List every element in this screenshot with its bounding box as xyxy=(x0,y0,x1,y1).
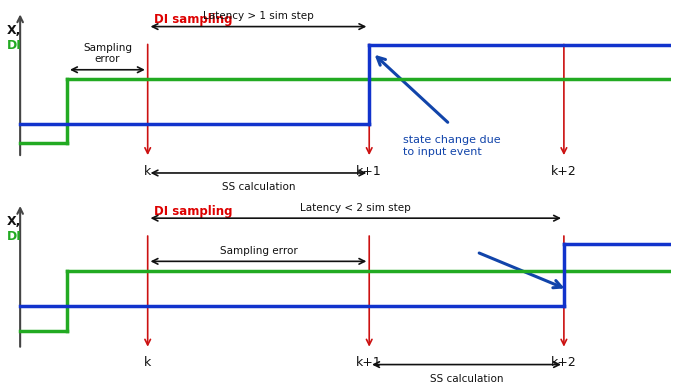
Text: k+1: k+1 xyxy=(356,165,382,178)
Text: X,: X, xyxy=(7,215,21,228)
Text: state change due
to input event: state change due to input event xyxy=(403,135,501,157)
Text: DI: DI xyxy=(7,39,21,52)
Text: SS calculation: SS calculation xyxy=(429,374,503,384)
Text: Latency < 2 sim step: Latency < 2 sim step xyxy=(301,203,411,213)
Text: Sampling
error: Sampling error xyxy=(83,43,132,64)
Text: k: k xyxy=(144,165,151,178)
Text: X,: X, xyxy=(7,24,21,37)
Text: SS calculation: SS calculation xyxy=(222,182,295,192)
Text: DI sampling: DI sampling xyxy=(154,13,233,27)
Text: k+1: k+1 xyxy=(356,356,382,369)
Text: k+2: k+2 xyxy=(551,165,577,178)
Text: DI sampling: DI sampling xyxy=(154,205,233,218)
Text: k+2: k+2 xyxy=(551,356,577,369)
Text: k: k xyxy=(144,356,151,369)
Text: Sampling error: Sampling error xyxy=(220,246,297,256)
Text: DI: DI xyxy=(7,230,21,244)
Text: Latency > 1 sim step: Latency > 1 sim step xyxy=(203,11,314,21)
